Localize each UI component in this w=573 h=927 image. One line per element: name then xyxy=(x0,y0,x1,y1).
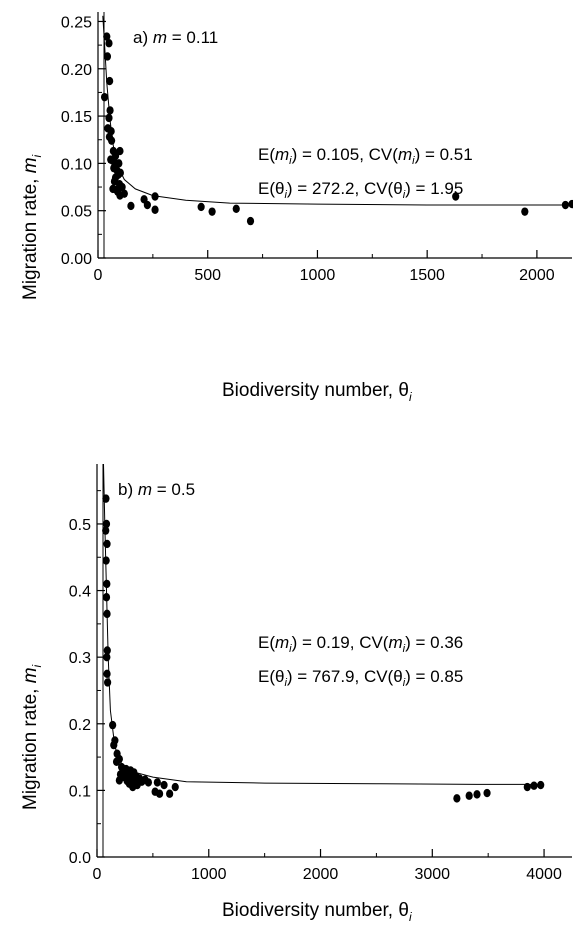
panel-b-x-axis-label: Biodiversity number, θi xyxy=(222,900,412,924)
panel-b-label: b) m = 0.5 xyxy=(118,480,195,499)
data-point xyxy=(453,794,461,803)
x-tick-label: 2000 xyxy=(303,866,339,883)
data-point xyxy=(112,757,121,766)
data-point xyxy=(153,778,161,787)
data-point xyxy=(102,519,111,529)
data-point xyxy=(160,780,168,790)
data-point xyxy=(100,92,109,102)
panel-b-points xyxy=(102,494,545,803)
data-point xyxy=(103,609,111,619)
data-point xyxy=(151,192,159,201)
data-point xyxy=(155,789,164,798)
panel-a-ytick-labels: 0.00 0.05 0.10 0.15 0.20 0.25 xyxy=(61,14,92,268)
panel-a-x-axis-label: Biodiversity number, θi xyxy=(222,380,412,404)
panel-b-annotation-1: E(mi) = 0.19, CV(mi) = 0.36 xyxy=(258,633,463,655)
data-point xyxy=(110,740,118,750)
data-point xyxy=(103,32,111,41)
data-point xyxy=(105,113,113,123)
data-point xyxy=(561,200,570,210)
x-tick-label: 3000 xyxy=(414,866,450,883)
panel-b-ytick-labels: 0.0 0.1 0.2 0.3 0.4 0.5 xyxy=(69,517,91,867)
data-point xyxy=(129,782,137,792)
y-tick-label: 0.4 xyxy=(69,584,91,601)
y-tick-label: 0.2 xyxy=(69,717,91,734)
panel-a-annotation-1: E(mi) = 0.105, CV(mi) = 0.51 xyxy=(258,145,473,167)
data-point xyxy=(102,556,110,565)
data-point xyxy=(106,76,114,86)
panel-a-ticks xyxy=(97,20,538,259)
data-point xyxy=(127,201,135,211)
data-point xyxy=(166,789,174,798)
data-point xyxy=(109,720,117,730)
x-tick-label: 2000 xyxy=(519,267,555,284)
data-point xyxy=(103,579,111,589)
data-point xyxy=(523,782,531,792)
panel-a: 0.00 0.05 0.10 0.15 0.20 0.25 0 500 1000 1500 200… xyxy=(20,12,573,404)
data-point xyxy=(197,202,205,212)
data-point xyxy=(103,669,111,679)
panel-a-points xyxy=(100,32,573,226)
data-point xyxy=(144,778,153,787)
data-point xyxy=(108,136,116,145)
y-tick-label: 0.5 xyxy=(69,517,91,534)
data-point xyxy=(103,646,111,655)
panel-a-xtick-labels: 0 500 1000 1500 2000 xyxy=(94,267,555,284)
data-point xyxy=(105,39,113,48)
data-point xyxy=(452,192,460,201)
y-tick-label: 0.20 xyxy=(61,62,92,79)
data-point xyxy=(232,204,240,213)
x-tick-label: 1000 xyxy=(300,267,336,284)
panel-b: 0.0 0.1 0.2 0.3 0.4 0.5 0 1000 2000 3000 4000 b) … xyxy=(20,463,572,924)
data-point xyxy=(521,207,529,216)
data-point xyxy=(483,788,491,798)
data-point xyxy=(103,652,111,662)
data-point xyxy=(246,216,255,226)
data-point xyxy=(568,199,573,209)
data-point xyxy=(530,781,538,790)
y-tick-label: 0.0 xyxy=(69,850,91,867)
x-tick-label: 4000 xyxy=(526,866,562,883)
data-point xyxy=(102,526,110,535)
panel-b-annotation-2: E(θi) = 767.9, CV(θi) = 0.85 xyxy=(258,667,463,689)
panel-b-fit-curve xyxy=(103,463,545,785)
x-tick-label: 1000 xyxy=(191,866,227,883)
data-point xyxy=(465,791,473,800)
y-tick-label: 0.05 xyxy=(61,204,92,221)
x-tick-label: 0 xyxy=(94,267,103,284)
data-point xyxy=(171,782,179,792)
data-point xyxy=(537,780,545,790)
y-tick-label: 0.1 xyxy=(69,783,91,800)
y-tick-label: 0.15 xyxy=(61,109,92,126)
data-point xyxy=(115,776,123,785)
y-tick-label: 0.10 xyxy=(61,156,92,173)
panel-b-y-axis-label: Migration rate, mi xyxy=(20,664,44,810)
x-tick-label: 1500 xyxy=(409,267,445,284)
data-point xyxy=(102,494,110,503)
y-tick-label: 0.3 xyxy=(69,650,91,667)
x-tick-label: 0 xyxy=(93,866,102,883)
panel-a-label: a) m = 0.11 xyxy=(133,28,218,47)
y-tick-label: 0.00 xyxy=(61,251,92,268)
panel-b-xtick-labels: 0 1000 2000 3000 4000 xyxy=(93,866,562,883)
panel-a-y-axis-label: Migration rate, mi xyxy=(20,154,44,300)
data-point xyxy=(115,159,123,168)
x-tick-label: 500 xyxy=(194,267,221,284)
data-point xyxy=(143,200,151,210)
data-point xyxy=(151,205,159,214)
data-point xyxy=(103,52,112,61)
data-point xyxy=(116,191,124,200)
data-point xyxy=(104,678,112,687)
data-point xyxy=(102,593,111,602)
y-tick-label: 0.25 xyxy=(61,14,92,31)
panel-a-annotation-2: E(θi) = 272.2, CV(θi) = 1.95 xyxy=(258,179,463,201)
data-point xyxy=(106,106,114,115)
data-point xyxy=(473,790,481,799)
data-point xyxy=(103,539,111,549)
panel-a-fit-curve xyxy=(102,15,572,206)
data-point xyxy=(208,207,216,216)
